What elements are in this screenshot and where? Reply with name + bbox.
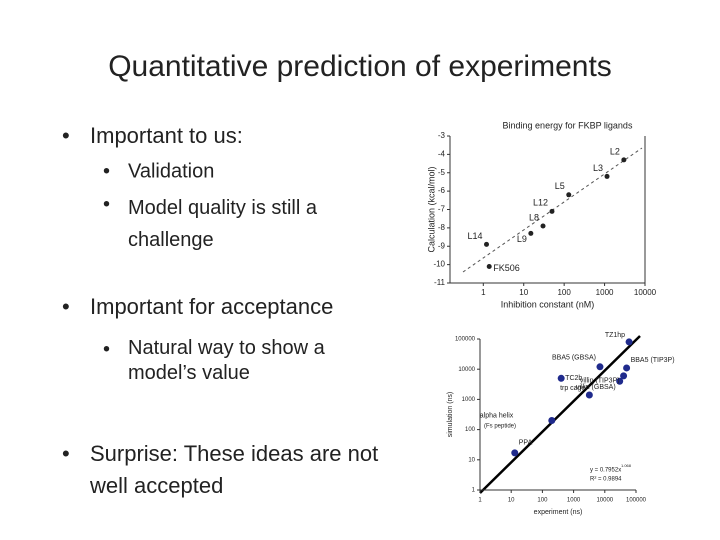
point-label: villin (TIP3P) <box>580 378 620 385</box>
y-tick-label: 1 <box>472 488 476 494</box>
point <box>484 241 490 247</box>
bullet: Important for acceptance <box>90 294 333 319</box>
x-tick-label: 1000 <box>596 288 614 297</box>
bullet-dot: • <box>103 160 110 182</box>
point <box>566 192 572 198</box>
bullet: Surprise: These ideas are not well accep… <box>90 441 379 498</box>
point-label: L12 <box>533 198 548 208</box>
point-label: FK506 <box>493 263 520 273</box>
point <box>486 263 492 269</box>
y-tick-label: -4 <box>438 149 446 158</box>
y-tick-label: 1000 <box>462 397 476 403</box>
bullet-dot: • <box>103 338 110 360</box>
point <box>557 374 565 382</box>
point-label: BBA5 (TIP3P) <box>631 357 675 364</box>
point-label: L14 <box>467 231 482 241</box>
y-tick-label: -5 <box>438 168 446 177</box>
point <box>621 157 627 163</box>
point-label: TC2b <box>565 375 582 382</box>
x-tick-label: 1000 <box>567 498 581 504</box>
sub-bullet: Natural way to show a model’s value <box>128 337 325 384</box>
sub-bullet-box: Natural way to show a model’s value <box>128 337 325 384</box>
bullet-dot: • <box>62 123 70 148</box>
sub-bullet: Model quality is still a challenge <box>128 197 317 251</box>
point <box>620 372 628 380</box>
point-label: PPA <box>519 440 533 447</box>
fit-line <box>479 335 641 494</box>
point-label: TZ1hp <box>605 332 625 339</box>
chart-title: Binding energy for FKBP ligands <box>503 120 633 130</box>
point-label: villin (GBSA) <box>576 384 616 391</box>
bullet: Important to us: <box>90 123 243 148</box>
x-axis-label: Inhibition constant (nM) <box>501 299 595 309</box>
point-label: trp cage <box>560 385 585 392</box>
y-tick-label: -8 <box>438 223 446 232</box>
y-axis-label: Calculation (kcal/mol) <box>426 166 436 252</box>
x-axis-label: experiment (ns) <box>534 509 583 516</box>
point-label: L5 <box>555 181 565 191</box>
bullet-dot: • <box>62 441 70 466</box>
y-tick-label: -10 <box>433 260 445 269</box>
point <box>625 338 633 346</box>
point-label: L2 <box>610 146 620 156</box>
bullet-dot: • <box>103 193 110 215</box>
y-tick-label: -7 <box>438 205 446 214</box>
bullet-dot: • <box>62 294 70 319</box>
point <box>596 363 604 371</box>
x-tick-label: 100 <box>557 288 571 297</box>
x-tick-label: 10000 <box>596 498 613 504</box>
x-tick-label: 10 <box>519 288 528 297</box>
bullet-box: Surprise: These ideas are not well accep… <box>90 441 379 498</box>
x-tick-label: 10 <box>508 498 515 504</box>
y-tick-label: 10 <box>468 457 475 463</box>
x-tick-label: 100000 <box>626 498 647 504</box>
point <box>616 377 624 385</box>
point <box>540 223 546 229</box>
y-tick-label: 10000 <box>458 367 475 373</box>
point <box>511 449 519 457</box>
y-tick-label: 100 <box>465 427 476 433</box>
y-tick-label: -3 <box>438 131 446 140</box>
y-tick-label: -9 <box>438 241 446 250</box>
annotation: (Fs peptide) <box>484 424 516 430</box>
point-label: alpha helix <box>480 412 514 419</box>
y-tick-label: 100000 <box>455 337 476 343</box>
point-label: BBA5 (GBSA) <box>552 355 596 362</box>
annotation: R² = 0.9894 <box>590 477 622 483</box>
y-tick-label: -6 <box>438 186 446 195</box>
annotation: 1.068 <box>621 463 632 468</box>
x-tick-label: 1 <box>478 498 482 504</box>
slide-title: Quantitative prediction of experiments <box>108 50 612 83</box>
point-label: L3 <box>593 163 603 173</box>
point <box>548 417 556 425</box>
x-tick-label: 1 <box>481 288 486 297</box>
sub-bullet-box: Model quality is still a challenge <box>128 197 317 251</box>
y-axis-label: simulation (ns) <box>447 392 454 438</box>
point <box>585 391 593 399</box>
point <box>623 364 631 372</box>
point-label: L9 <box>517 234 527 244</box>
point <box>549 208 555 214</box>
x-tick-label: 100 <box>537 498 548 504</box>
sub-bullet: Validation <box>128 160 214 182</box>
point-label: L8 <box>529 212 539 222</box>
x-tick-label: 10000 <box>634 288 657 297</box>
annotation: y = 0.7952x <box>590 468 621 474</box>
y-tick-label: -11 <box>434 278 446 287</box>
point <box>604 173 610 179</box>
point <box>528 230 534 236</box>
